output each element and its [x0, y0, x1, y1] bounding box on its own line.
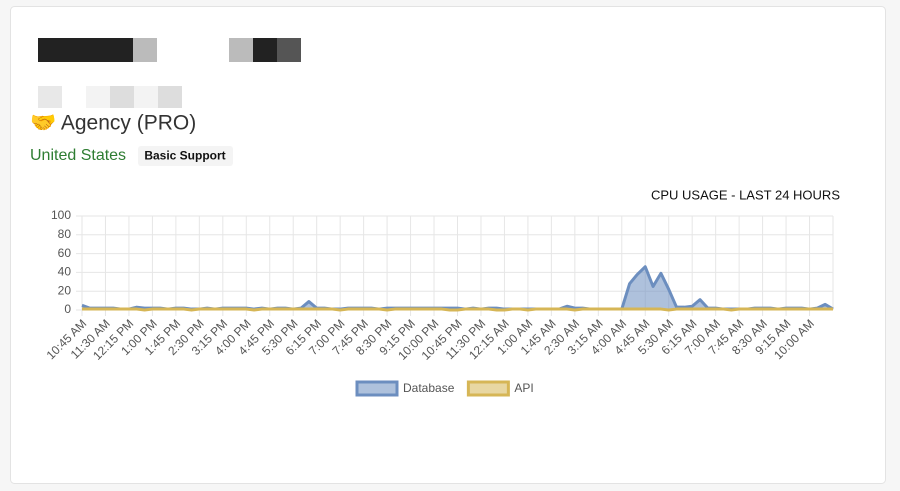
y-tick-label: 80: [58, 227, 72, 241]
y-tick-label: 20: [58, 283, 72, 297]
legend-label: API: [514, 381, 533, 395]
y-tick-label: 40: [58, 265, 72, 279]
y-tick-label: 100: [51, 208, 71, 222]
legend-label: Database: [403, 381, 455, 395]
series-line: [82, 307, 833, 312]
area-fill: [82, 266, 833, 310]
y-tick-label: 0: [64, 302, 71, 316]
country: United States: [30, 147, 126, 164]
badge: Basic Support: [144, 149, 225, 163]
chart-title: CPU USAGE - LAST 24 HOURS: [651, 187, 840, 202]
y-tick-label: 60: [58, 246, 72, 260]
legend-swatch: [466, 380, 510, 397]
legend-swatch: [355, 380, 399, 397]
badge-bg: [138, 146, 233, 166]
card: [10, 6, 886, 484]
plan-title: 🤝 Agency (PRO): [30, 112, 196, 135]
redacted: [38, 38, 301, 108]
